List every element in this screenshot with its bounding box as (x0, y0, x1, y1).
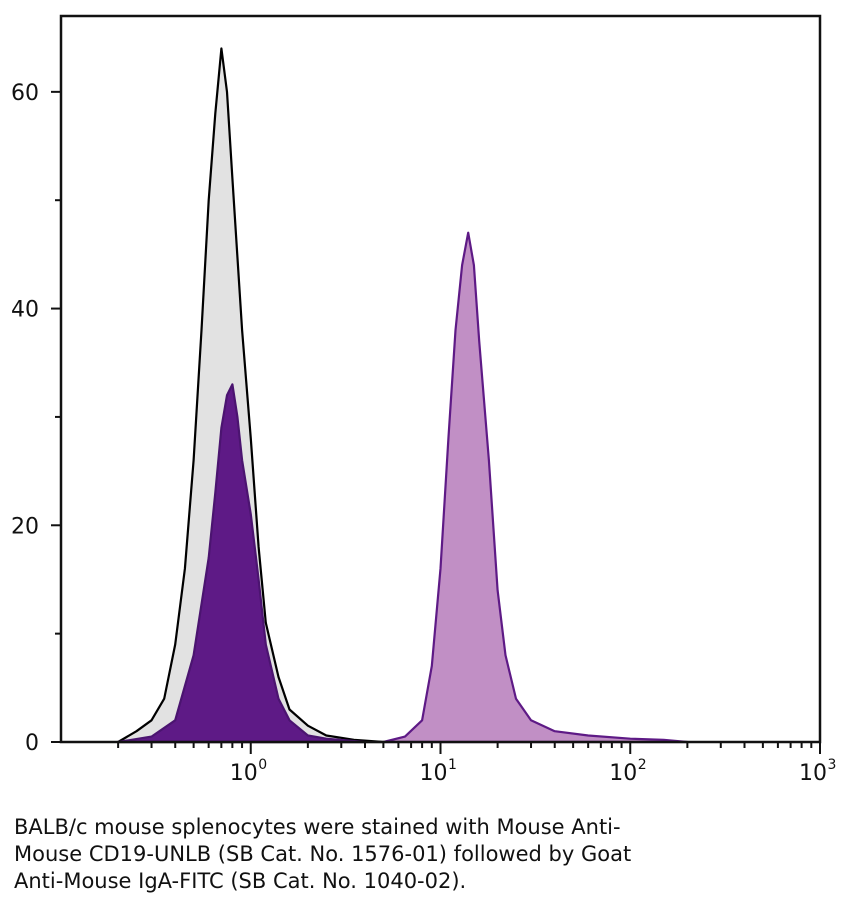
series-cd19-negative (117, 383, 367, 744)
x-tick-label: 10 (420, 761, 448, 786)
series-layer (117, 47, 689, 744)
x-tick-label: 10 (230, 761, 258, 786)
y-tick-label: 20 (11, 514, 39, 539)
series-cd19-positive (382, 231, 689, 744)
y-tick-label: 40 (11, 298, 39, 323)
plot-frame (59, 14, 822, 744)
x-tick-exponent: 2 (638, 757, 647, 773)
x-tick-label: 10 (799, 761, 827, 786)
x-tick-exponent: 3 (828, 757, 837, 773)
x-tick-label: 10 (609, 761, 637, 786)
y-tick-label: 60 (11, 81, 39, 106)
x-tick-exponent: 0 (258, 757, 267, 773)
x-tick-exponent: 1 (448, 757, 457, 773)
figure-caption: BALB/c mouse splenocytes were stained wi… (14, 815, 632, 893)
y-tick-label: 0 (25, 731, 39, 756)
